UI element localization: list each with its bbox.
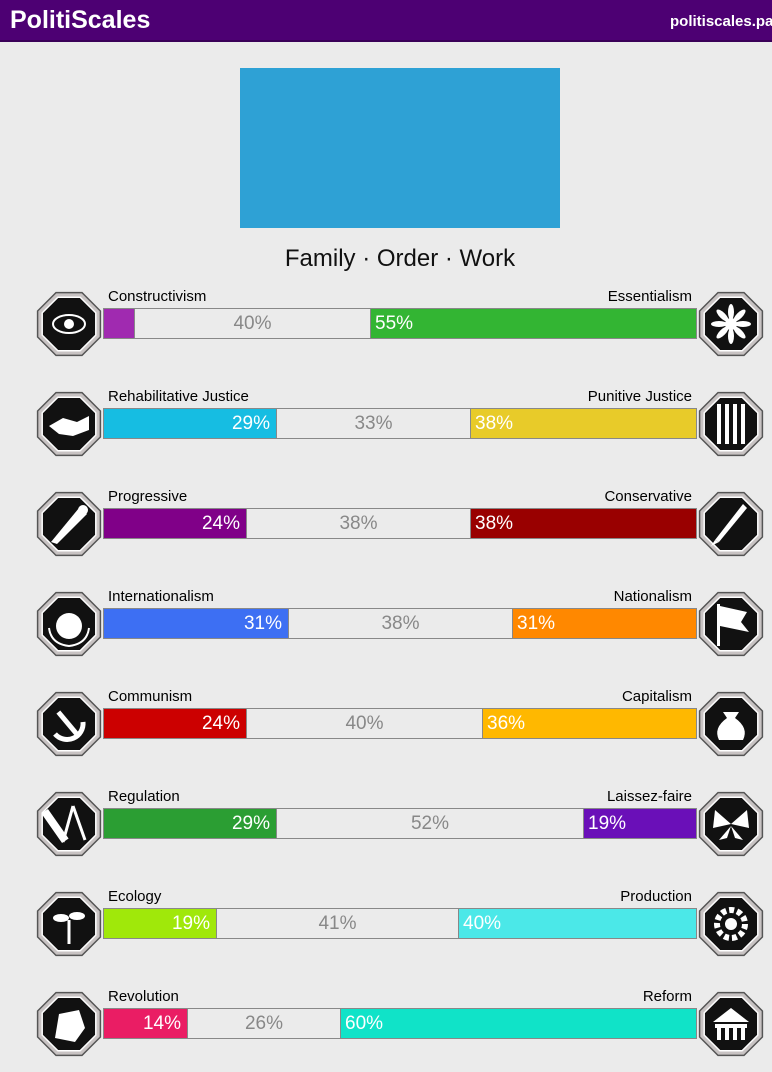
axis-row: Communism Capitalism 24% 40% 36% [0,688,772,768]
axis-row: Ecology Production 19% 41% 40% [0,888,772,968]
axis-bar: 14% 26% 60% [103,1008,697,1039]
axis-right-segment: 55% [371,309,696,338]
flag-icon [695,588,767,660]
axis-left-segment: 29% [104,409,276,438]
slogan-text: Family · Order · Work [284,245,516,272]
quill-icon [695,488,767,560]
axis-right-segment: 60% [341,1009,696,1038]
axis-left-label: Internationalism [108,588,214,605]
axis-left-label: Rehabilitative Justice [108,388,249,405]
axis-left-segment: 24% [104,509,246,538]
axis-middle-segment: 52% [276,809,584,838]
axis-middle-segment: 26% [187,1009,341,1038]
axis-left-label: Constructivism [108,288,207,305]
flower-icon [695,288,767,360]
axis-left-label: Communism [108,688,193,705]
axis-middle-segment: 41% [216,909,459,938]
axis-right-label: Punitive Justice [587,388,692,405]
axis-row: Revolution Reform 14% 26% 60% [0,988,772,1068]
axis-row: Regulation Laissez-faire 29% 52% 19% [0,788,772,868]
axis-right-segment: 19% [584,809,696,838]
sprout-icon [33,888,105,960]
axis-middle-segment: 33% [276,409,471,438]
axis-right-label: Capitalism [621,688,692,705]
app-title[interactable]: PolitiScales [10,6,151,34]
axis-bar: 29% 33% 38% [103,408,697,439]
prison-bars-icon [695,388,767,460]
eye-icon [33,288,105,360]
gear-icon [695,888,767,960]
axis-middle-segment: 38% [246,509,471,538]
axis-right-label: Essentialism [607,288,692,305]
axis-middle-segment: 40% [246,709,483,738]
money-bag-icon [695,688,767,760]
axis-row: Internationalism Nationalism 31% 38% 31% [0,588,772,668]
axis-bar: 40% 55% [103,308,697,339]
result-flag [240,68,560,228]
axis-right-segment: 38% [471,409,696,438]
parliament-icon [695,988,767,1060]
header-bar: PolitiScales politiscales.pa [0,0,772,42]
ruler-compass-icon [33,788,105,860]
axis-left-segment: 14% [104,1009,187,1038]
axis-bar: 29% 52% 19% [103,808,697,839]
handshake-icon [33,388,105,460]
axis-row: Rehabilitative Justice Punitive Justice 29… [0,388,772,468]
axis-bar: 31% 38% 31% [103,608,697,639]
axis-bar: 24% 40% 36% [103,708,697,739]
axis-left-segment: 24% [104,709,246,738]
axis-right-segment: 31% [513,609,696,638]
axis-right-label: Laissez-faire [606,788,692,805]
axis-left-label: Regulation [108,788,180,805]
axis-right-segment: 36% [483,709,696,738]
axis-middle-segment: 40% [134,309,371,338]
globe-laurel-icon [33,588,105,660]
axis-right-label: Nationalism [613,588,692,605]
axis-right-segment: 38% [471,509,696,538]
site-url[interactable]: politiscales.pa [670,13,772,30]
hammer-sickle-icon [33,688,105,760]
axis-right-label: Reform [642,988,692,1005]
axis-left-label: Revolution [108,988,179,1005]
axis-left-segment: 31% [104,609,288,638]
axis-left-label: Progressive [108,488,188,505]
axis-right-segment: 40% [459,909,696,938]
axis-left-segment [104,309,134,338]
axis-right-label: Conservative [604,488,692,505]
axis-row: Constructivism Essentialism 40% 55% [0,288,772,368]
axis-bar: 19% 41% 40% [103,908,697,939]
axis-left-segment: 19% [104,909,216,938]
axis-left-segment: 29% [104,809,276,838]
axis-row: Progressive Conservative 24% 38% 38% [0,488,772,568]
axis-middle-segment: 38% [288,609,513,638]
fist-icon [33,988,105,1060]
axis-bar: 24% 38% 38% [103,508,697,539]
axis-left-label: Ecology [108,888,162,905]
comet-icon [33,488,105,560]
butterfly-icon [695,788,767,860]
axis-right-label: Production [620,888,692,905]
